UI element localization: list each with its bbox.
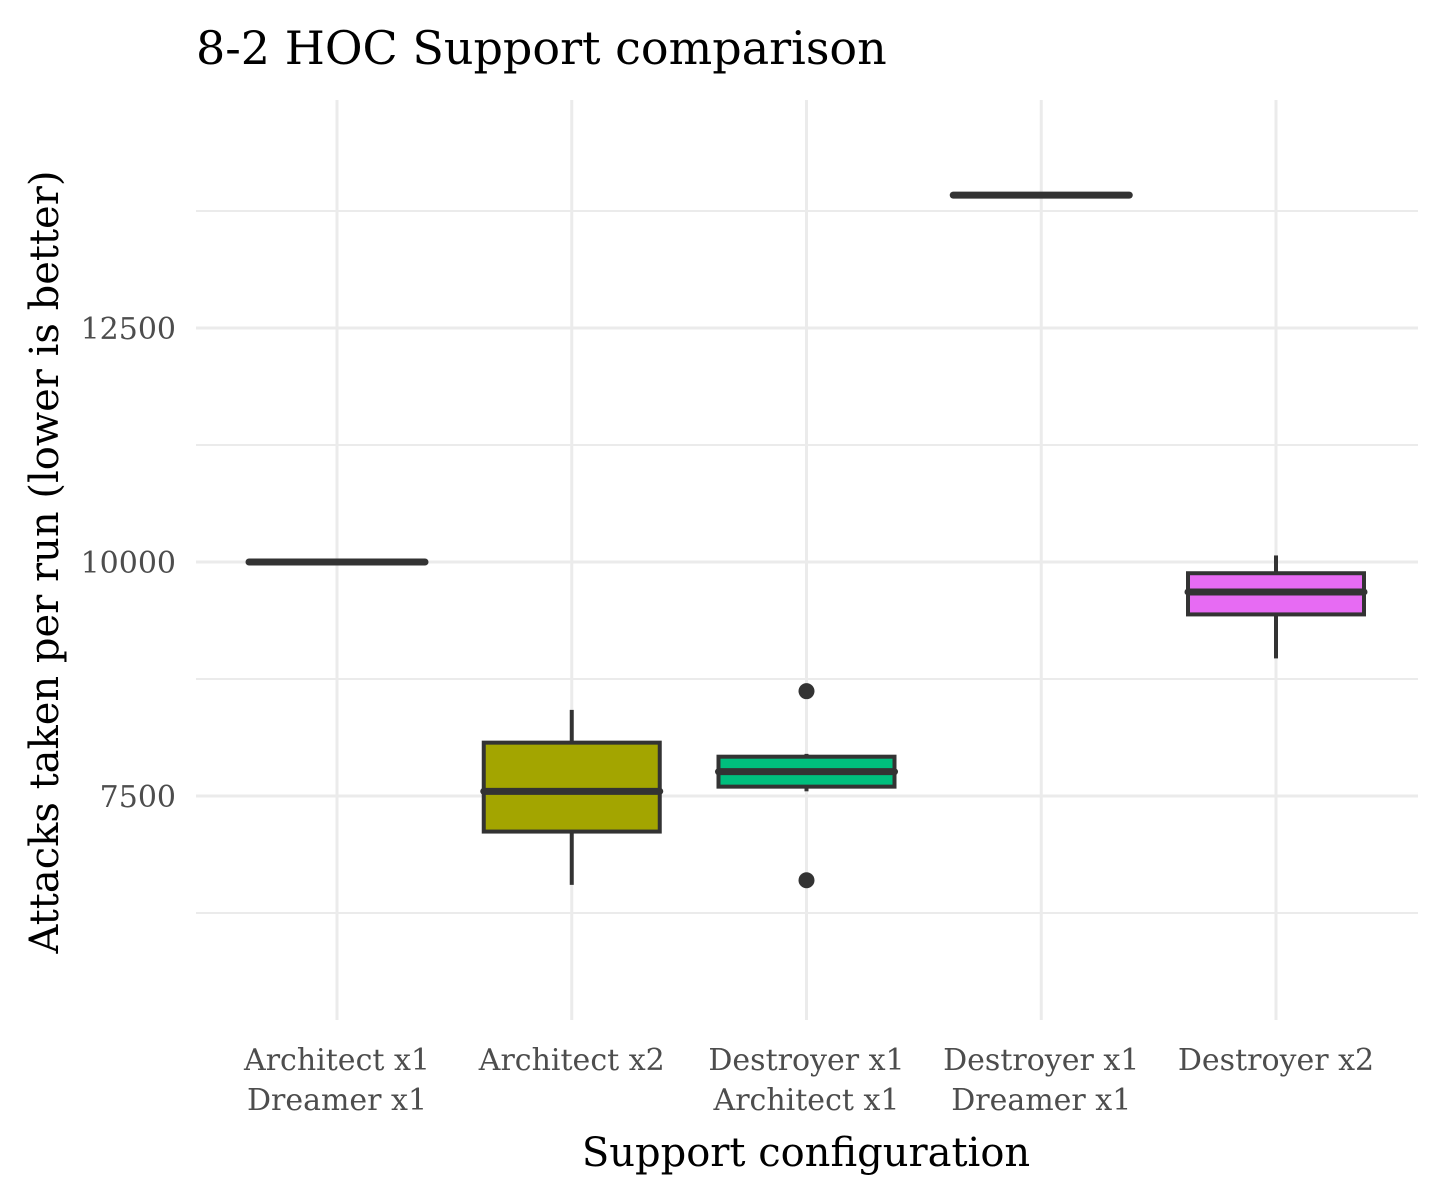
y-axis-ticks: 7500 10000 12500 [81, 312, 176, 815]
x-tick-label: Architect x1 [243, 1043, 430, 1078]
x-tick-label: Architect x1 [713, 1083, 900, 1118]
box-group [480, 709, 664, 885]
boxes [245, 191, 1368, 889]
box-group [715, 683, 898, 889]
y-tick-label: 7500 [100, 780, 176, 815]
chart-title: 8-2 HOC Support comparison [196, 21, 887, 75]
x-tick-label: Destroyer x1 [943, 1043, 1139, 1078]
outlier-point [798, 683, 815, 700]
x-tick-label: Destroyer x2 [1178, 1043, 1374, 1078]
x-axis-ticks: Architect x1 Dreamer x1 Architect x2 Destro… [243, 1043, 1374, 1118]
box [481, 740, 662, 834]
x-tick-label: Destroyer x1 [708, 1043, 904, 1078]
x-axis-title: Support configuration [582, 1130, 1030, 1176]
x-tick-label: Dreamer x1 [247, 1083, 427, 1118]
y-axis-title: Attacks taken per run (lower is better) [22, 171, 68, 955]
outlier-point [798, 872, 815, 889]
x-tick-label: Dreamer x1 [951, 1083, 1131, 1118]
y-tick-label: 10000 [81, 546, 176, 581]
x-tick-label: Architect x2 [478, 1043, 665, 1078]
box-group [1184, 555, 1368, 659]
y-tick-label: 12500 [81, 312, 176, 347]
